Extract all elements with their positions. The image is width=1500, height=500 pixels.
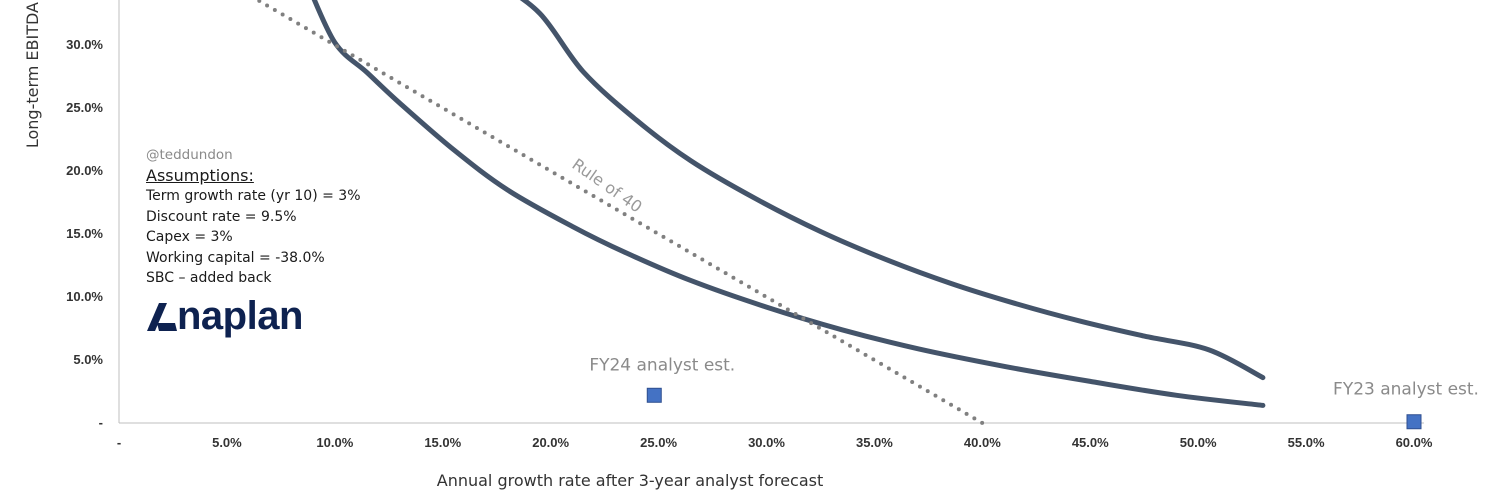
x-tick-label: 50.0% [1180, 435, 1217, 450]
x-tick-label: 20.0% [532, 435, 569, 450]
y-tick-label: 10.0% [66, 289, 103, 304]
axes [118, 0, 1424, 424]
y-tick-label: 20.0% [66, 163, 103, 178]
assumptions-heading: Assumptions: [146, 165, 254, 185]
x-tick-label: 5.0% [212, 435, 242, 450]
x-tick-label: 60.0% [1396, 435, 1433, 450]
x-tick-label: 15.0% [424, 435, 461, 450]
assumption-line: SBC – added back [146, 270, 272, 286]
y-tick-label: 30.0% [66, 37, 103, 52]
x-tick-label: 45.0% [1072, 435, 1109, 450]
assumption-line: Term growth rate (yr 10) = 3% [146, 188, 361, 204]
x-tick-label: 25.0% [640, 435, 677, 450]
x-axis-title: Annual growth rate after 3-year analyst … [437, 471, 824, 490]
x-tick-label: - [117, 435, 121, 450]
data-point-marker [646, 387, 662, 403]
upper-curve-line [519, 0, 1266, 381]
x-tick-labels: - 5.0% 10.0% 15.0% 20.0% 25.0% 30.0% 35.0% 40.0%… [117, 435, 1433, 450]
x-tick-label: 30.0% [748, 435, 785, 450]
assumption-line: Working capital = -38.0% [146, 249, 325, 266]
data-point-label: FY23 analyst est. [1333, 380, 1479, 400]
x-tick-label: 10.0% [316, 435, 353, 450]
rule-of-40-label: Rule of 40 [569, 155, 646, 217]
lower-curve-line [311, 0, 1266, 408]
anaplan-mark-icon [147, 303, 177, 331]
y-tick-label: 15.0% [66, 226, 103, 241]
x-tick-label: 55.0% [1288, 435, 1325, 450]
series-layer [257, 0, 1266, 425]
y-axis-title: Long-term EBITDA [23, 2, 42, 148]
anaplan-logo: Anaplan [145, 294, 303, 338]
x-tick-label: 35.0% [856, 435, 893, 450]
y-tick-labels: - 5.0% 10.0% 15.0% 20.0% 25.0% 30.0% [66, 37, 103, 430]
anaplan-logo-text: Anaplan [177, 294, 303, 338]
x-tick-label: 40.0% [964, 435, 1001, 450]
data-point-marker [1406, 414, 1422, 430]
data-point-label: FY24 analyst est. [589, 355, 735, 375]
twitter-handle: @teddundon [146, 147, 233, 163]
assumptions-box: @teddundon Assumptions: Term growth rate… [146, 145, 361, 289]
assumption-line: Capex = 3% [146, 229, 233, 245]
points-layer: FY24 analyst est. FY23 analyst est. [589, 355, 1479, 430]
y-tick-label: 25.0% [66, 100, 103, 115]
y-tick-label: - [99, 415, 103, 430]
assumption-line: Discount rate = 9.5% [146, 208, 297, 225]
y-tick-label: 5.0% [73, 352, 103, 367]
